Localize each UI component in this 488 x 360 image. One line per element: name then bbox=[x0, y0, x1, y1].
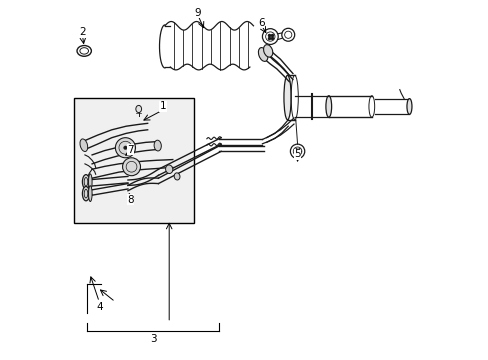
Ellipse shape bbox=[325, 96, 331, 117]
Text: 7: 7 bbox=[127, 144, 134, 154]
Circle shape bbox=[123, 146, 127, 149]
Ellipse shape bbox=[136, 105, 142, 113]
Ellipse shape bbox=[80, 139, 87, 152]
Ellipse shape bbox=[115, 138, 135, 158]
Text: 4: 4 bbox=[96, 302, 102, 312]
Text: 8: 8 bbox=[127, 195, 134, 205]
Ellipse shape bbox=[154, 140, 161, 151]
Ellipse shape bbox=[88, 174, 92, 190]
Text: 3: 3 bbox=[150, 333, 157, 343]
Text: 9: 9 bbox=[194, 8, 201, 18]
Ellipse shape bbox=[82, 175, 89, 189]
Ellipse shape bbox=[88, 186, 92, 202]
Ellipse shape bbox=[165, 165, 172, 174]
Ellipse shape bbox=[82, 186, 89, 201]
Ellipse shape bbox=[284, 75, 290, 120]
Bar bbox=[74, 98, 194, 223]
Ellipse shape bbox=[122, 158, 140, 176]
Text: 1: 1 bbox=[159, 102, 166, 112]
Text: 2: 2 bbox=[79, 27, 85, 37]
Ellipse shape bbox=[263, 45, 272, 57]
Ellipse shape bbox=[174, 173, 180, 180]
Ellipse shape bbox=[406, 99, 411, 114]
Ellipse shape bbox=[258, 48, 267, 62]
Text: 5: 5 bbox=[294, 149, 300, 159]
Text: 6: 6 bbox=[258, 18, 264, 28]
